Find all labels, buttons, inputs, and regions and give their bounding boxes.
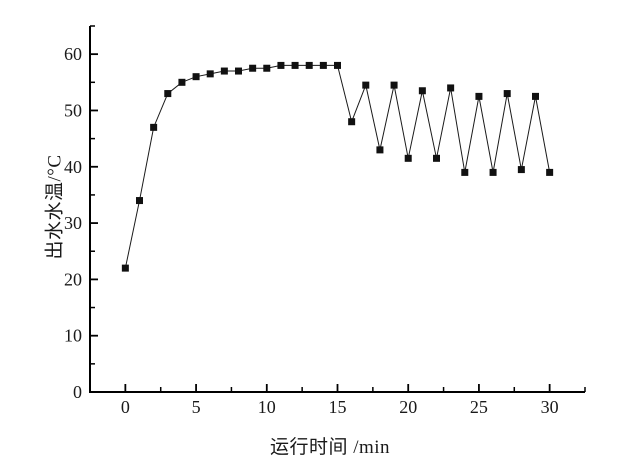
x-tick-label: 30 (541, 397, 559, 417)
data-point-marker (235, 67, 242, 75)
data-point-marker (305, 61, 313, 69)
y-tick-label: 30 (64, 213, 82, 233)
data-point-marker (178, 78, 186, 86)
data-point-marker (319, 61, 327, 69)
data-point-marker (291, 61, 299, 69)
x-tick-label: 20 (399, 397, 417, 417)
data-point-marker (376, 146, 384, 154)
data-series (121, 61, 554, 272)
data-point-marker (433, 154, 440, 162)
data-point-marker (220, 67, 228, 75)
y-tick-label: 60 (64, 44, 82, 64)
x-tick-label: 15 (329, 397, 347, 417)
data-point-marker (150, 123, 158, 131)
x-axis-label: 运行时间 /min (269, 437, 391, 458)
data-point-marker (517, 166, 525, 174)
data-point-marker (192, 73, 200, 81)
axes (89, 26, 585, 393)
data-point-marker (489, 168, 497, 176)
x-tick-label: 10 (258, 397, 276, 417)
data-point-marker (546, 168, 554, 176)
data-point-marker (136, 197, 143, 205)
data-point-marker (461, 168, 469, 176)
y-tick-label: 40 (64, 157, 82, 177)
data-point-marker (334, 61, 341, 69)
x-tick-label: 5 (192, 397, 201, 417)
data-point-marker (418, 87, 426, 95)
axis-lines (89, 26, 585, 393)
data-point-marker (404, 154, 412, 162)
data-point-marker (249, 64, 257, 72)
data-point-marker (164, 90, 172, 98)
y-tick-label: 20 (64, 269, 82, 289)
data-point-marker (121, 264, 129, 272)
data-point-marker (263, 64, 271, 72)
data-point-marker (277, 61, 285, 69)
data-point-marker (475, 92, 483, 100)
y-tick-label: 50 (64, 100, 82, 120)
data-point-marker (503, 90, 511, 98)
series-line (124, 64, 551, 269)
y-tick-label: 0 (73, 382, 82, 402)
y-axis-label: 出水水温/°C (44, 154, 66, 260)
data-point-marker (362, 81, 370, 89)
data-point-marker (348, 118, 356, 126)
x-tick-label: 25 (470, 397, 488, 417)
data-point-marker (447, 84, 455, 92)
x-tick-label: 0 (121, 397, 130, 417)
axis-ticks (90, 25, 586, 393)
axis-tick-labels: 0 5 10 15 20 25 30 0 10 20 30 40 50 60 (64, 44, 559, 417)
data-point-marker (532, 92, 539, 100)
data-point-marker (206, 70, 214, 78)
y-tick-label: 10 (64, 326, 82, 346)
data-point-marker (390, 81, 398, 89)
